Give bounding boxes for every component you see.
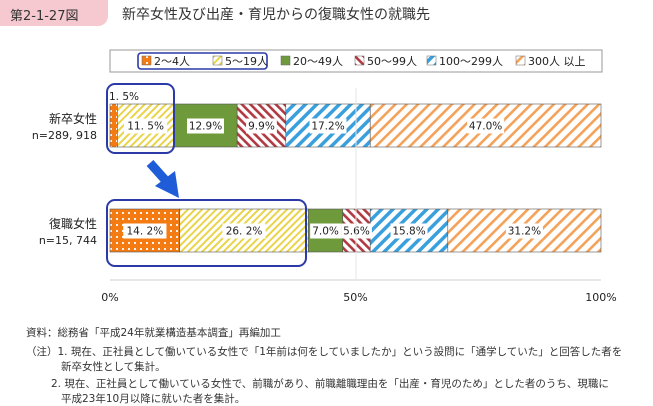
legend-swatch xyxy=(515,55,526,66)
category-n: n=289, 918 xyxy=(32,129,97,142)
value-label-bg xyxy=(222,223,266,239)
legend-swatch xyxy=(141,55,152,66)
value-label-bg xyxy=(246,118,277,134)
value-label-bg xyxy=(310,223,341,239)
legend-swatch xyxy=(354,55,365,66)
legend-label: 2～4人 xyxy=(154,55,190,68)
value-label: 15.8% xyxy=(392,226,425,238)
legend-label: 100～299人 xyxy=(439,55,503,68)
x-tick-label: 0% xyxy=(101,291,118,304)
category-n: n=15, 744 xyxy=(39,234,97,247)
bar-segment xyxy=(109,103,118,148)
legend-swatch xyxy=(426,55,437,66)
legend-label: 50～99人 xyxy=(367,55,417,68)
x-tick-label: 100% xyxy=(585,291,616,304)
newgrad-small-firm-highlight xyxy=(106,83,175,154)
note-2-line-2: 平成23年10月以降に就いた者を集計。 xyxy=(61,393,246,405)
value-label: 31.2% xyxy=(508,226,541,238)
value-label-bg xyxy=(467,118,505,134)
value-label: 17.2% xyxy=(311,121,344,133)
note-1-line-1: （注）1. 現在、正社員として働いている女性で「1年前は何をしていましたか」とい… xyxy=(26,346,623,358)
legend-swatch xyxy=(280,55,291,66)
value-label-bg xyxy=(186,118,224,134)
x-tick-label: 50% xyxy=(343,291,367,304)
source-note: 資料：総務省「平成24年就業構造基本調査」再編加工 xyxy=(26,327,281,339)
value-label-bg xyxy=(309,118,347,134)
value-label: 1. 5% xyxy=(109,91,139,103)
value-label: 47.0% xyxy=(469,121,502,133)
note-1-line-2: 新卒女性として集計。 xyxy=(61,361,166,373)
note-2-line-1: 2. 現在、正社員として働いている女性で、前職があり、前職離職理由を「出産・育児… xyxy=(51,378,609,390)
legend-label: 5～19人 xyxy=(225,55,268,68)
figure-number: 第2-1-27図 xyxy=(10,9,79,24)
value-label-bg xyxy=(123,118,168,134)
returner-small-firm-highlight xyxy=(106,199,307,267)
value-label: 12.9% xyxy=(189,121,222,133)
value-label: 11. 5% xyxy=(127,121,164,133)
stacked-bar-chart: 2～4人 5～19人 20～49人 50～99人 100～299人 300人 以上 新卒女… xyxy=(32,49,617,304)
value-label-bg xyxy=(390,223,428,239)
legend-label: 20～49人 xyxy=(293,55,343,68)
chart-title: 新卒女性及び出産・育児からの復職女性の就職先 xyxy=(122,7,430,23)
legend-label: 300人 以上 xyxy=(528,55,586,68)
value-label: 26. 2% xyxy=(226,226,263,238)
legend: 2～4人 5～19人 20～49人 50～99人 100～299人 300人 以上 xyxy=(109,49,603,73)
value-label-bg xyxy=(123,223,167,239)
value-label: 14. 2% xyxy=(127,226,164,238)
value-label: 7.0% xyxy=(312,226,339,238)
figure-number-tag: 第2-1-27図 xyxy=(0,0,108,26)
legend-swatch xyxy=(212,55,223,66)
category-label: 新卒女性 xyxy=(49,111,97,126)
category-label: 復職女性 xyxy=(49,216,97,231)
arrow-icon xyxy=(146,159,179,198)
value-label-bg xyxy=(505,223,543,239)
value-label: 9.9% xyxy=(248,121,275,133)
legend-highlight-box xyxy=(137,52,268,70)
